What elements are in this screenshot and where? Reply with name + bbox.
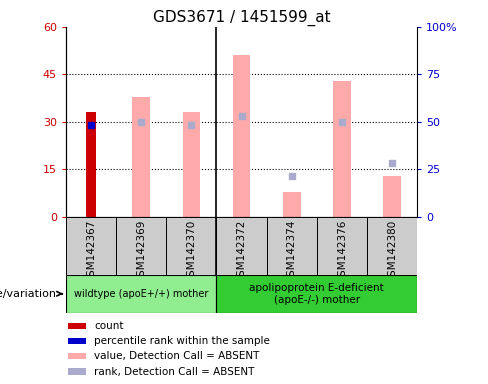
Text: GSM142374: GSM142374 [287, 220, 297, 283]
Bar [166, 217, 217, 275]
Bar [266, 217, 317, 275]
Bar [67, 368, 86, 375]
Bar [384, 176, 401, 217]
Text: GSM142376: GSM142376 [337, 220, 347, 283]
Text: value, Detection Call = ABSENT: value, Detection Call = ABSENT [94, 351, 260, 361]
Bar [86, 113, 96, 217]
Text: percentile rank within the sample: percentile rank within the sample [94, 336, 270, 346]
Bar [67, 323, 86, 329]
Bar [367, 217, 417, 275]
Text: apolipoprotein E-deficient
(apoE-/-) mother: apolipoprotein E-deficient (apoE-/-) mot… [249, 283, 384, 305]
Text: rank, Detection Call = ABSENT: rank, Detection Call = ABSENT [94, 367, 255, 377]
Bar [233, 55, 250, 217]
Bar [283, 192, 301, 217]
Bar [132, 97, 150, 217]
Bar [67, 353, 86, 359]
Title: GDS3671 / 1451599_at: GDS3671 / 1451599_at [153, 9, 330, 25]
Text: GSM142372: GSM142372 [237, 220, 246, 283]
Text: wildtype (apoE+/+) mother: wildtype (apoE+/+) mother [74, 289, 208, 299]
Text: GSM142370: GSM142370 [186, 220, 196, 283]
Bar [317, 217, 367, 275]
Text: count: count [94, 321, 123, 331]
Bar [217, 275, 417, 313]
Text: GSM142369: GSM142369 [136, 220, 146, 283]
Bar [116, 217, 166, 275]
Bar [183, 113, 200, 217]
Bar [66, 275, 217, 313]
Bar [217, 217, 266, 275]
Text: GSM142380: GSM142380 [387, 220, 397, 283]
Bar [67, 338, 86, 344]
Text: GSM142367: GSM142367 [86, 220, 96, 283]
Text: genotype/variation: genotype/variation [0, 289, 62, 299]
Bar [333, 81, 351, 217]
Bar [66, 217, 116, 275]
